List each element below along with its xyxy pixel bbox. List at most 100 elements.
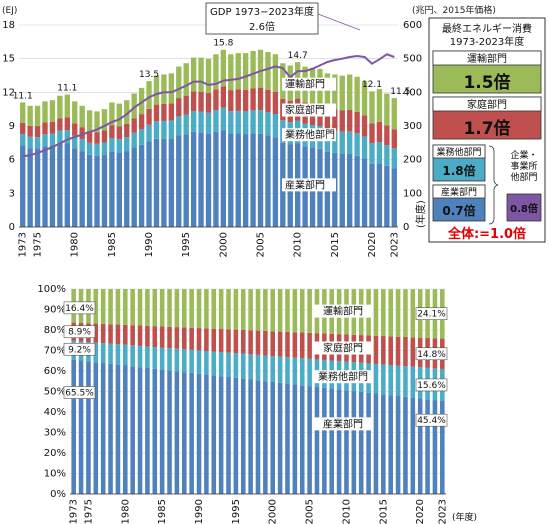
percent-bar-segment-industry: [78, 360, 84, 494]
bar-segment-industry: [257, 133, 264, 227]
end-share-box: [415, 307, 448, 321]
percent-bar-segment-industry: [255, 380, 261, 494]
bar-segment-transport: [213, 54, 219, 90]
x-tick-label-2: 1980: [120, 499, 131, 524]
percent-bar-segment-industry: [204, 374, 209, 494]
bar-segment-residential: [34, 126, 41, 138]
bar-segment-commercial: [146, 124, 152, 142]
y-tick-label: 3: [9, 188, 15, 199]
y-tick-label: 70%: [44, 346, 66, 357]
series-label-2: 運輸部門: [323, 305, 363, 318]
percent-bar-segment-commercial: [159, 347, 165, 370]
bar-segment-industry: [116, 152, 122, 227]
percent-bar-segment-commercial: [277, 356, 283, 383]
series-label: 家庭部門: [285, 104, 325, 117]
bar-segment-transport: [183, 63, 189, 96]
legend-transport-name-bg: [432, 50, 542, 66]
bar-segment-industry: [198, 132, 204, 227]
bar-segment-commercial: [235, 110, 241, 134]
percent-bar-segment-residential: [181, 327, 187, 350]
x-tick-label: 2020: [367, 232, 378, 257]
bar-segment-commercial: [176, 116, 182, 136]
bar-segment-commercial: [27, 136, 33, 149]
bar-segment-transport: [376, 89, 383, 122]
percent-bar-segment-residential: [388, 336, 393, 366]
bar-segment-transport: [250, 50, 256, 89]
percent-bar-segment-transport: [108, 289, 113, 325]
bar-segment-industry: [72, 148, 78, 227]
percent-bar-segment-commercial: [381, 364, 386, 395]
bar-segment-transport: [101, 109, 108, 131]
start-share-box: [63, 386, 96, 399]
percent-bar-segment-commercial: [263, 355, 268, 382]
legend-residential-value: 1.7倍: [463, 118, 510, 139]
end-share-box: [415, 347, 448, 361]
series-label-2: 産業部門: [323, 417, 363, 430]
percent-bar-segment-commercial: [100, 343, 106, 364]
percent-bar-segment-industry: [358, 391, 364, 494]
x-tick-label: 2015: [330, 232, 341, 257]
bar-segment-residential: [49, 121, 56, 134]
gdp-callout-title: GDP 1973−2023年度: [210, 5, 314, 18]
percent-bar-segment-industry: [263, 381, 268, 494]
percent-bar-segment-residential: [137, 325, 143, 346]
bar-segment-residential: [86, 131, 93, 143]
legend-corp-value: 0.8倍: [510, 202, 538, 215]
bar-segment-residential: [369, 123, 375, 144]
x-tick-label-2: 1990: [194, 499, 205, 524]
y-tick-label: 50%: [44, 387, 66, 398]
bar-segment-commercial: [213, 110, 219, 132]
bar-segment-transport: [198, 57, 204, 92]
percent-bar-segment-transport: [130, 289, 135, 326]
end-share-label: 24.1%: [417, 310, 446, 320]
bar-segment-residential: [354, 111, 360, 134]
series-label: 産業部門: [285, 178, 325, 191]
bar-segment-residential: [79, 127, 85, 140]
percent-bar-segment-commercial: [410, 366, 416, 398]
bar-segment-commercial: [124, 137, 130, 152]
percent-bar-segment-residential: [130, 325, 135, 346]
percent-bar-segment-transport: [218, 289, 224, 330]
bar-segment-industry: [384, 165, 390, 227]
bar-segment-residential: [272, 91, 279, 115]
bar-segment-transport: [324, 73, 331, 109]
gdp-callout-arrow: [317, 13, 361, 31]
bar-segment-industry: [190, 131, 197, 227]
bar-segment-residential: [228, 90, 234, 112]
bar-segment-transport: [42, 101, 48, 123]
percent-bar-segment-residential: [159, 326, 165, 348]
percent-bar-segment-commercial: [388, 365, 393, 396]
bar-segment-commercial: [109, 138, 115, 152]
percent-bar-segment-residential: [403, 337, 408, 367]
bar-segment-transport: [369, 91, 375, 124]
percent-bar-segment-commercial: [189, 349, 194, 373]
bar-segment-residential: [153, 104, 160, 122]
bar-segment-commercial: [153, 121, 160, 139]
percent-bar-segment-industry: [196, 373, 202, 494]
bar-segment-residential: [161, 103, 167, 121]
percent-bar-segment-industry: [292, 384, 298, 494]
bar-segment-transport: [332, 74, 338, 110]
bar-segment-industry: [272, 137, 279, 227]
bar-segment-industry: [64, 143, 70, 227]
percent-bar-segment-industry: [417, 398, 423, 494]
percent-bar-segment-residential: [115, 324, 121, 345]
percent-bar-segment-commercial: [93, 342, 99, 363]
percent-bar-segment-transport: [233, 289, 239, 330]
start-share-box: [63, 325, 96, 339]
data-label: 11.1: [57, 84, 77, 94]
percent-bar-segment-industry: [167, 370, 172, 494]
percent-bar-segment-commercial: [174, 348, 180, 372]
x-tick-label-2: 1973: [69, 499, 80, 524]
x-tick-label: 1980: [70, 232, 81, 257]
bar-segment-industry: [109, 151, 115, 227]
bar-segment-industry: [86, 154, 93, 227]
x-tick-label-2: 1975: [83, 499, 94, 524]
end-share-box: [415, 413, 448, 427]
percent-bar-segment-industry: [285, 383, 290, 494]
percent-bar-segment-transport: [248, 289, 253, 331]
gdp-callout-value: 2.6倍: [249, 20, 275, 33]
bar-segment-residential: [213, 89, 219, 111]
legend-corp-box: [506, 193, 542, 222]
y-tick-label: 60%: [44, 366, 66, 377]
